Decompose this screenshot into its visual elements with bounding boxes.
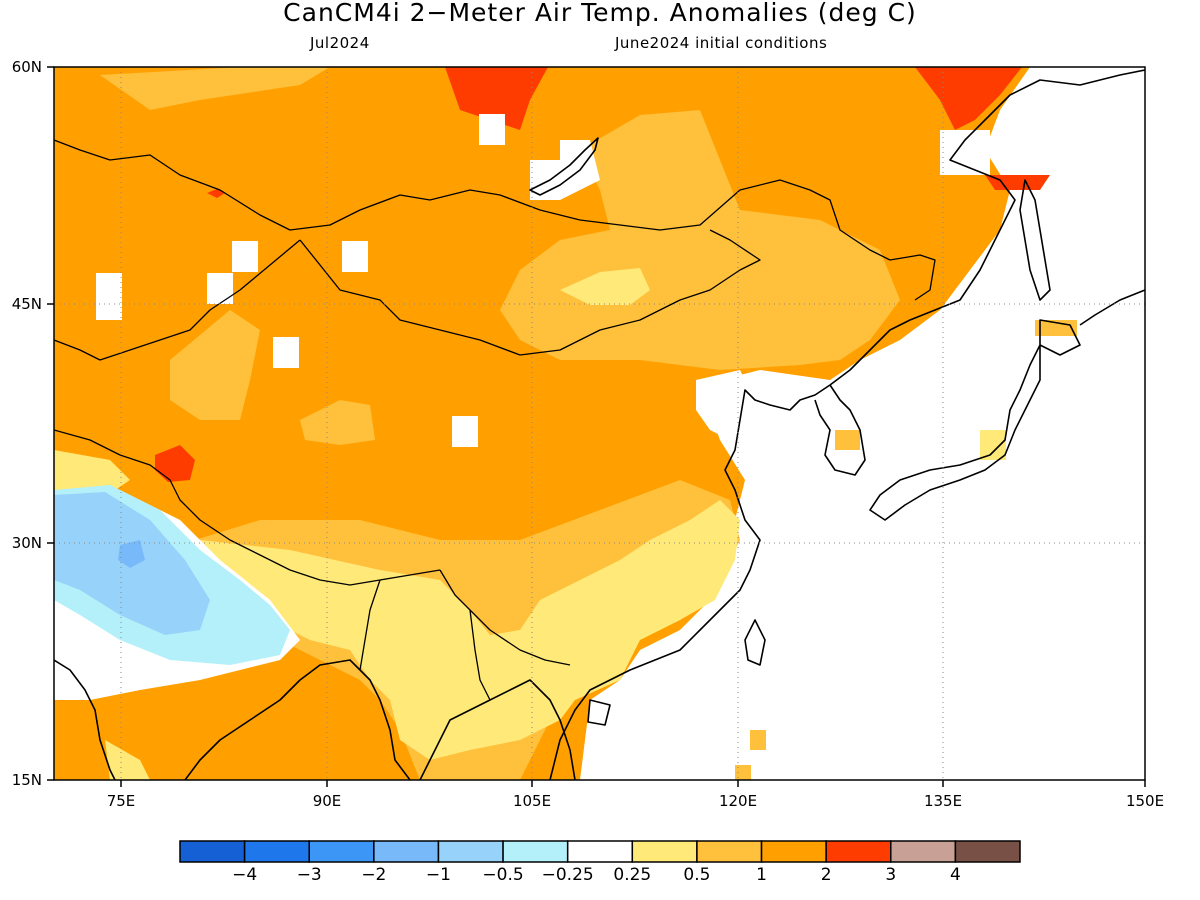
colorbar-swatch [825,840,892,863]
anomaly-region-near-zero-east [580,67,1145,780]
lon-tick-label: 150E [1126,792,1164,810]
border-himalaya [54,429,441,586]
anomaly-region-0.5-to-1-northwest [100,67,330,110]
lon-tick-label: 90E [313,792,342,810]
coastline-indochina [419,679,576,780]
anomaly-region-2-to-3-sakhalin [985,175,1050,190]
no-data-block [96,273,122,320]
anomaly-region-2-to-3-kazakhstan [207,189,225,198]
anomaly-region-neg-2-to-3 [118,540,145,568]
colorbar-label: −2 [361,865,386,885]
coastline-east-asia [549,69,1145,780]
colorbar-label: 0.25 [613,865,651,885]
colorbar-swatch [954,840,1021,863]
colorbar-label: 1 [756,865,767,885]
no-data-block [940,130,990,175]
colorbar-label: −0.5 [482,865,523,885]
coastline-sakhalin [1019,179,1051,301]
colorbar-swatch [437,840,504,863]
anomaly-region-0.25-to-0.5-south [200,500,740,760]
chart-title: CanCM4i 2−Meter Air Temp. Anomalies (deg… [283,0,917,27]
lat-tick-label: 60N [12,58,42,76]
coastline-bay-of-bengal [184,659,411,780]
coastline-baikal [529,137,599,196]
lon-tick-label: 75E [107,792,136,810]
anomaly-region-2-to-3-okhotsk [915,67,1022,130]
initial-conditions: June2024 initial conditions [615,34,828,52]
anomaly-region-0.5-to-1-tibet [300,400,375,445]
lat-tick-labels: 60N 45N 30N 15N [12,58,42,789]
colorbar-swatch [566,840,634,863]
anomaly-region-0.25-to-0.5-india [105,740,150,780]
no-data-block [452,416,478,447]
lon-tick-label: 135E [924,792,962,810]
colorbar-label: 2 [821,865,832,885]
anomaly-region-taiwan [750,730,766,750]
coastlines [54,69,1145,780]
no-data-block [696,370,760,440]
colorbar-swatch [179,840,246,863]
border-indochina [469,609,491,701]
coastline-kamchatka [1079,289,1145,326]
coastline-japan [869,319,1081,521]
colorbar-label: −3 [297,865,322,885]
colorbar-label: 3 [885,865,896,885]
colorbar-label: 4 [950,865,961,885]
coastline-korea [814,384,866,476]
lon-tick-label: 120E [719,792,757,810]
no-data-block [342,241,368,272]
lon-tick-labels: 75E 90E 105E 120E 135E 150E [107,792,1164,810]
colorbar-swatch [696,840,763,863]
lat-tick-label: 45N [12,295,42,313]
no-data-block [207,273,233,304]
no-data-block [232,241,258,272]
colorbar-swatch [631,840,698,863]
border-china-south [439,569,571,666]
colorbar-label: −1 [426,865,451,885]
anomaly-region-honshu [980,430,1006,460]
no-data-block [273,337,299,368]
border-russia-kazakhstan [54,139,936,301]
coastline-india [54,659,116,780]
border-mongolia [299,229,761,356]
anomaly-region-0.25-to-0.5-mongolia [560,268,650,305]
colorbar-swatch [502,840,569,863]
gridlines [54,67,1145,780]
colorbar-swatch [890,840,957,863]
colorbar-label: 0.5 [683,865,710,885]
forecast-month: Jul2024 [310,34,370,52]
country-borders [54,139,936,701]
lon-tick-label: 105E [513,792,551,810]
colorbar-label: −4 [232,865,257,885]
anomaly-region-luzon [735,765,751,780]
no-data-block [530,140,600,200]
colorbar-swatch [760,840,827,863]
border-myanmar [359,579,381,671]
anomaly-field [54,67,1145,780]
coastline-hainan [587,699,611,726]
axis-ticks [47,66,1146,787]
anomaly-region-0.5-to-1-west [170,310,260,420]
anomaly-region-2-to-3-baikal [445,67,548,130]
colorbar-swatch [243,840,310,863]
border-china-west [54,239,301,361]
anomaly-region-korea [835,430,860,450]
colorbar: −4 −3 −2 −1 −0.5 −0.25 0.25 0.5 1 2 3 4 [179,840,1021,885]
anomaly-region-2-to-3-karakoram [155,445,195,482]
lat-tick-label: 30N [12,534,42,552]
coastline-taiwan [744,619,766,666]
colorbar-swatch [373,840,440,863]
colorbar-swatch [308,840,375,863]
lat-tick-label: 15N [12,771,42,789]
no-data-block [479,114,505,145]
colorbar-label: −0.25 [542,865,594,885]
plot-frame [53,66,1146,781]
